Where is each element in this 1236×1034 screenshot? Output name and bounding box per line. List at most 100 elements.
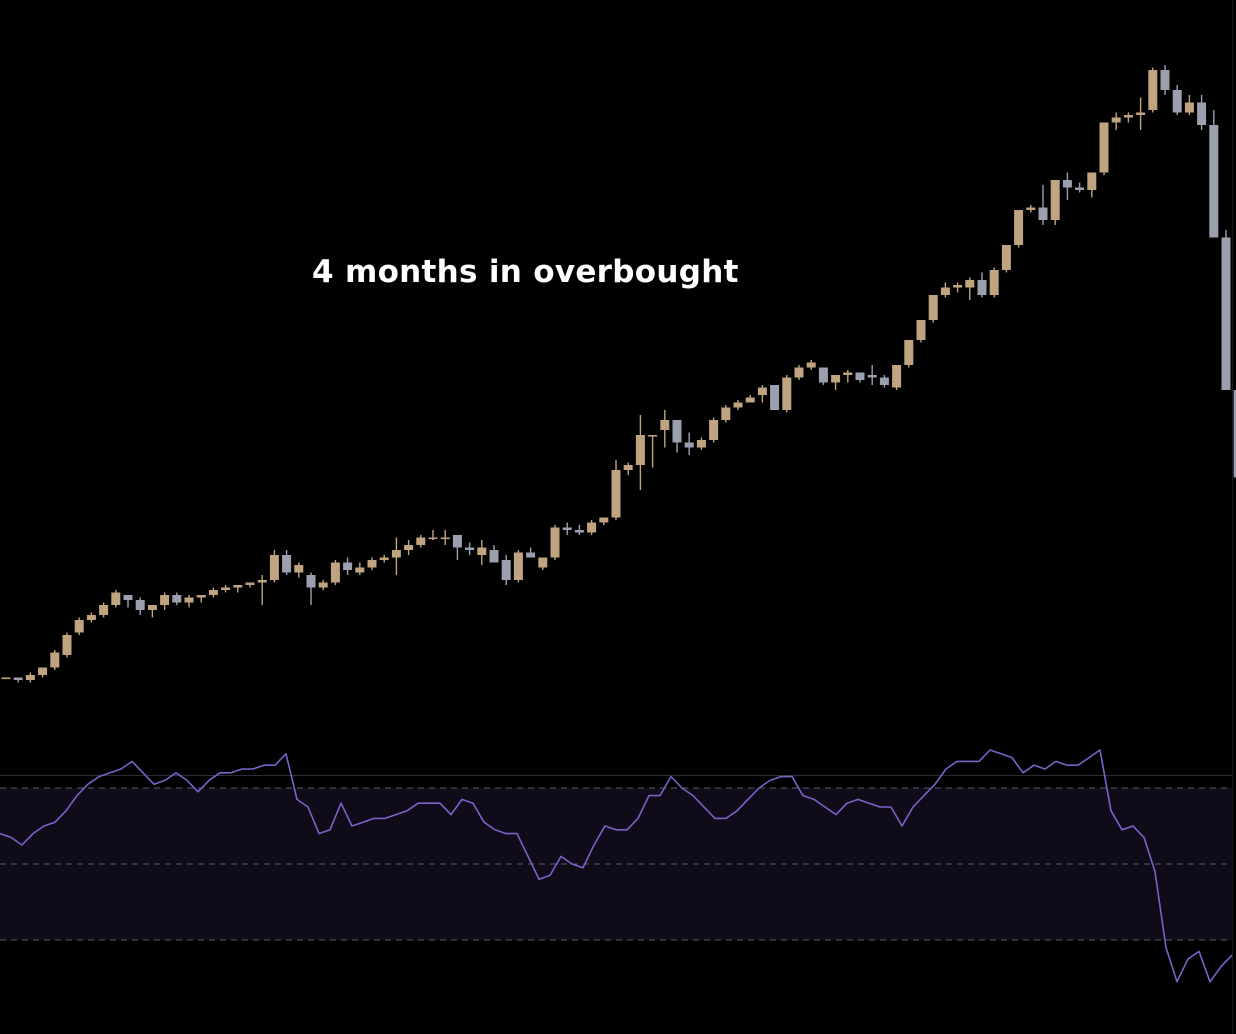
- candle: [465, 542, 475, 555]
- candle-body: [1111, 117, 1121, 123]
- candle: [355, 562, 365, 575]
- candle-body: [343, 562, 353, 570]
- candle: [294, 562, 304, 578]
- candle-body: [38, 667, 48, 675]
- candle: [1111, 112, 1121, 130]
- candle: [367, 557, 377, 570]
- candle-body: [147, 605, 157, 610]
- candle-body: [123, 595, 133, 600]
- candle: [1136, 97, 1146, 130]
- candle: [184, 595, 194, 608]
- candle-body: [391, 550, 401, 558]
- candle-body: [501, 560, 511, 580]
- candle-body: [1038, 207, 1048, 220]
- candle: [1123, 112, 1133, 123]
- candle-body: [184, 597, 194, 603]
- candle-body: [648, 435, 658, 437]
- candle: [282, 550, 292, 575]
- candle-body: [794, 367, 804, 378]
- candle: [245, 582, 255, 588]
- candle: [1099, 122, 1109, 175]
- candle-body: [757, 387, 767, 395]
- candle: [123, 595, 133, 608]
- candle: [733, 400, 743, 410]
- candle: [50, 650, 60, 670]
- candle-body: [318, 582, 328, 588]
- candle-body: [989, 270, 999, 295]
- candle: [770, 385, 780, 410]
- candle-body: [965, 280, 975, 288]
- candle: [1148, 67, 1158, 113]
- candle-body: [1099, 122, 1109, 173]
- candle: [635, 415, 645, 490]
- candle: [440, 530, 450, 545]
- candle: [1197, 95, 1207, 130]
- candle: [160, 592, 170, 610]
- candle-body: [928, 295, 938, 320]
- candle-body: [940, 287, 950, 295]
- candle: [86, 612, 96, 623]
- candle: [379, 555, 389, 563]
- candle-body: [489, 550, 499, 563]
- candle-body: [1075, 187, 1085, 190]
- candle-body: [1221, 237, 1231, 390]
- candle-body: [538, 557, 548, 568]
- candle: [135, 597, 145, 615]
- candle-body: [1160, 70, 1170, 90]
- annotation-overbought: 4 months in overbought: [312, 254, 739, 290]
- candle-body: [99, 605, 109, 615]
- candle: [562, 522, 572, 535]
- candle-body: [208, 590, 218, 595]
- candle: [416, 535, 426, 548]
- candle: [818, 367, 828, 385]
- candle: [1062, 172, 1072, 200]
- candle-body: [831, 375, 841, 383]
- candle-body: [953, 285, 963, 288]
- candle: [660, 410, 670, 448]
- candle-body: [635, 435, 645, 465]
- candle: [940, 282, 950, 298]
- candle-body: [330, 562, 340, 583]
- candle-body: [916, 320, 926, 340]
- candle-body: [62, 635, 72, 655]
- candle: [574, 525, 584, 535]
- candle: [147, 605, 157, 618]
- candle-body: [1014, 210, 1024, 245]
- candle-body: [892, 365, 902, 388]
- candle: [25, 672, 35, 683]
- candle: [1087, 172, 1097, 198]
- candle: [1026, 205, 1036, 213]
- candle: [989, 267, 999, 298]
- candle-body: [196, 595, 206, 598]
- candle: [879, 375, 889, 388]
- candle: [62, 632, 72, 658]
- candle: [318, 580, 328, 590]
- candle-body: [562, 527, 572, 530]
- candle-body: [465, 547, 475, 550]
- candle: [538, 557, 548, 570]
- candle: [13, 677, 23, 683]
- candle-body: [428, 537, 438, 540]
- candle-body: [574, 530, 584, 533]
- candle-body: [221, 587, 231, 590]
- candle-body: [587, 522, 597, 533]
- candle-body: [257, 580, 267, 583]
- candle-body: [172, 595, 182, 603]
- candle: [233, 585, 243, 593]
- candle: [1233, 390, 1236, 478]
- candle: [953, 282, 963, 293]
- candle-body: [1136, 112, 1146, 115]
- candle-body: [379, 557, 389, 560]
- candle: [1001, 245, 1011, 273]
- candle-body: [782, 377, 792, 410]
- candle: [928, 295, 938, 323]
- candle-body: [721, 407, 731, 420]
- candle: [892, 365, 902, 390]
- candle: [452, 535, 462, 560]
- candle: [550, 525, 560, 560]
- candle-body: [1197, 102, 1207, 125]
- candle: [1172, 85, 1182, 115]
- candle-body: [1001, 245, 1011, 270]
- candle: [587, 520, 597, 535]
- price-pane: [1, 65, 1236, 683]
